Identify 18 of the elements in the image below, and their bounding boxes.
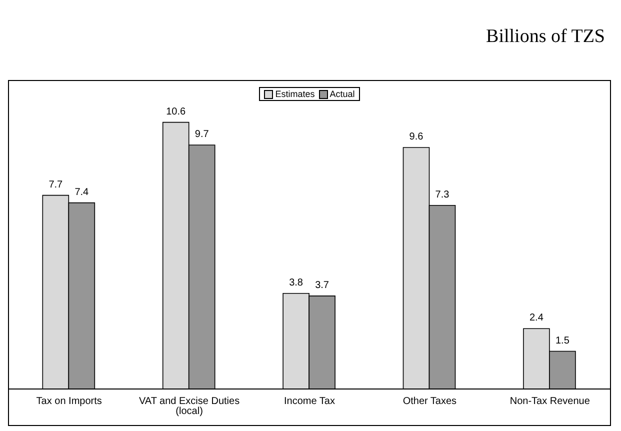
data-label: 10.6: [166, 106, 186, 118]
x-tick-label: Tax on Imports: [36, 396, 102, 407]
data-label: 2.4: [530, 312, 544, 324]
data-label: 9.6: [409, 131, 424, 142]
data-label: 7.3: [435, 189, 450, 200]
x-tick-label: Non-Tax Revenue: [510, 396, 590, 407]
data-label: 9.7: [194, 128, 210, 140]
x-tick-label: Other Taxes: [402, 396, 457, 407]
legend-label: Actual: [328, 89, 355, 99]
data-label: 7.7: [48, 179, 64, 190]
data-label: 3.8: [289, 277, 304, 288]
data-label: 1.5: [556, 335, 570, 346]
data-label: 7.4: [74, 186, 90, 198]
x-tick-label: Income Tax: [284, 396, 335, 407]
data-label: 3.7: [315, 280, 330, 291]
x-tick-label: VAT and Excise Duties (local): [138, 396, 240, 417]
legend-label: Estimates: [274, 89, 315, 99]
chart-title: Billions of TZS: [486, 26, 605, 48]
